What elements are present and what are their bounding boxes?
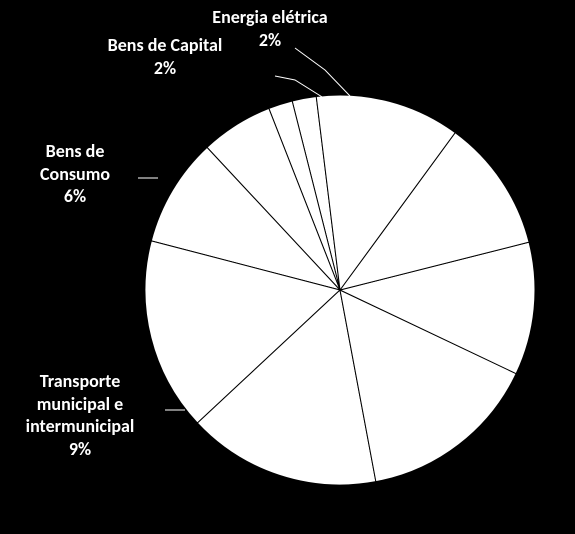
slice-label: Transportemunicipal eintermunicipal9%	[26, 370, 135, 460]
pie-chart-container: Energia elétrica2%Bens de Capital2%Bens …	[0, 0, 575, 534]
slice-label: Bens de Capital2%	[108, 34, 223, 79]
slice-label-line: Transporte	[26, 370, 135, 393]
slice-label-line: intermunicipal	[26, 415, 135, 438]
slice-percent: 2%	[108, 57, 223, 80]
leader-line	[295, 48, 350, 96]
slice-label-line: municipal e	[26, 393, 135, 416]
slice-label-line: Energia elétrica	[212, 6, 327, 29]
slice-percent: 6%	[40, 185, 110, 208]
slice-label: Bens deConsumo6%	[40, 140, 110, 208]
slice-label: Energia elétrica2%	[212, 6, 327, 51]
slice-percent: 9%	[26, 438, 135, 461]
slice-label-line: Consumo	[40, 163, 110, 186]
slice-percent: 2%	[212, 29, 327, 52]
slice-label-line: Bens de Capital	[108, 34, 223, 57]
slice-label-line: Bens de	[40, 140, 110, 163]
